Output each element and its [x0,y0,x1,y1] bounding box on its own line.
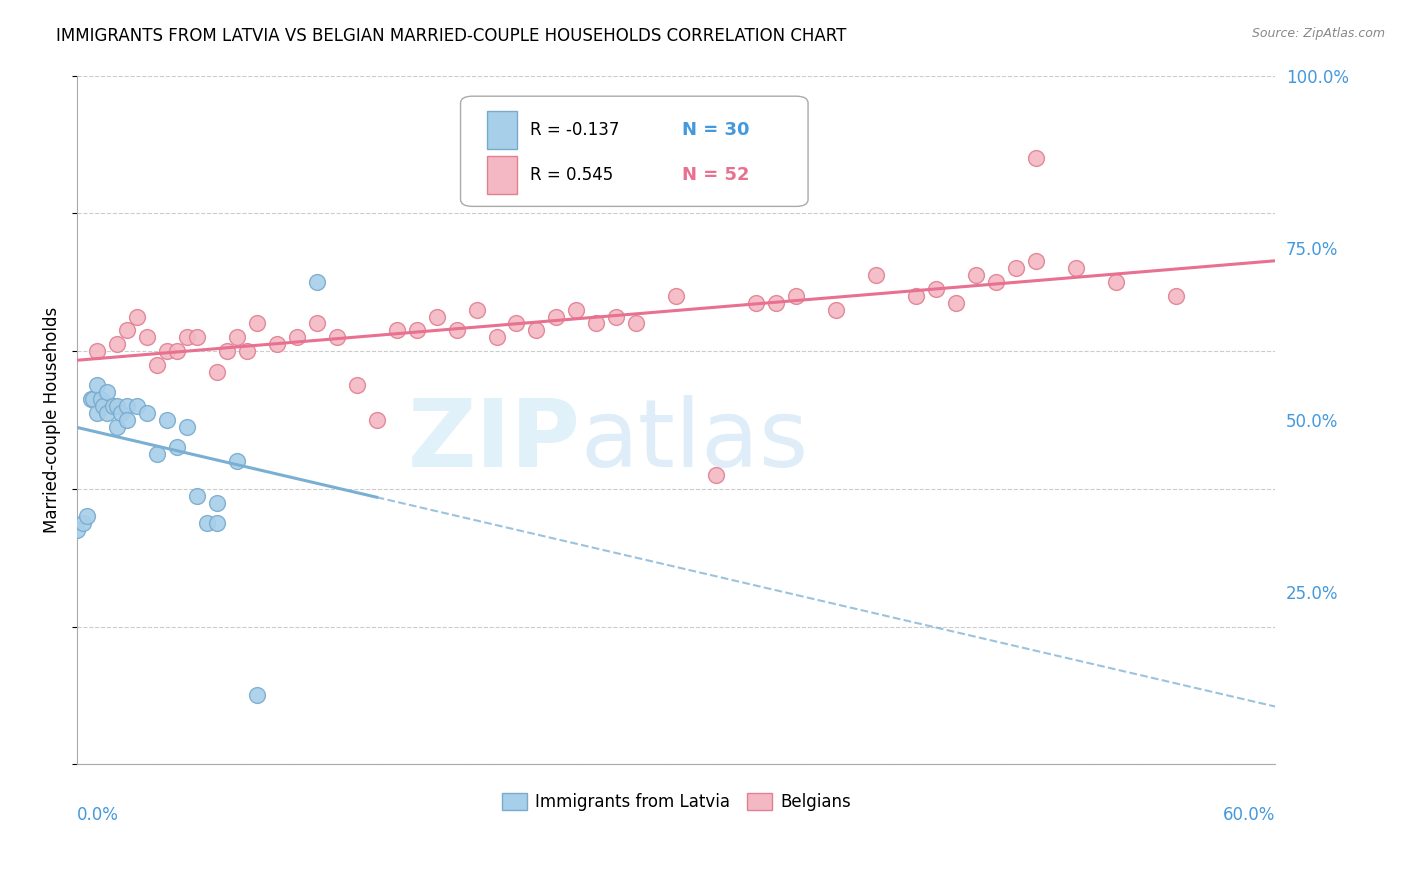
Point [105,419,128,434]
Point [626,317,648,331]
Text: atlas: atlas [581,394,808,486]
Point [546,310,568,324]
Point [146,447,169,461]
Point [115,413,138,427]
Point [965,268,987,283]
Point [66,523,89,537]
Point [176,419,198,434]
FancyBboxPatch shape [486,156,517,194]
Point [156,344,179,359]
Point [115,323,138,337]
Point [146,358,169,372]
Text: 60.0%: 60.0% [1223,805,1275,823]
FancyBboxPatch shape [461,96,808,206]
Point [195,516,218,531]
Point [325,330,347,344]
Point [865,268,887,283]
Point [86,344,108,359]
Text: IMMIGRANTS FROM LATVIA VS BELGIAN MARRIED-COUPLE HOUSEHOLDS CORRELATION CHART: IMMIGRANTS FROM LATVIA VS BELGIAN MARRIE… [56,27,846,45]
Point [136,330,159,344]
Point [82,392,104,407]
Point [305,317,328,331]
Point [205,516,228,531]
Point [446,323,468,337]
Point [505,317,527,331]
Point [96,385,118,400]
Point [86,406,108,420]
Point [485,330,508,344]
Point [125,399,148,413]
Point [156,413,179,427]
Point [215,344,238,359]
Point [96,406,118,420]
Point [925,282,948,296]
Point [225,330,247,344]
Point [176,330,198,344]
Text: ZIP: ZIP [408,394,581,486]
Point [1004,261,1026,276]
Point [465,302,488,317]
Point [665,289,688,303]
Text: R = 0.545: R = 0.545 [530,167,613,185]
Point [426,310,449,324]
Point [1025,151,1047,165]
Point [225,454,247,468]
Point [166,441,188,455]
Point [785,289,807,303]
Text: R = -0.137: R = -0.137 [530,121,620,139]
Point [105,337,128,351]
Point [585,317,607,331]
Point [205,365,228,379]
Point [125,310,148,324]
Text: N = 52: N = 52 [682,167,749,185]
Point [526,323,548,337]
Point [605,310,627,324]
Point [246,317,269,331]
Point [186,489,208,503]
Point [945,295,967,310]
Point [90,392,112,407]
Point [236,344,259,359]
Point [405,323,427,337]
Point [115,399,138,413]
Point [825,302,848,317]
Point [246,689,269,703]
Point [80,392,103,407]
Point [285,330,308,344]
Point [136,406,159,420]
Point [385,323,408,337]
Legend: Immigrants from Latvia, Belgians: Immigrants from Latvia, Belgians [495,787,858,818]
Point [1164,289,1187,303]
Point [72,516,94,531]
Point [765,295,787,310]
Text: 0.0%: 0.0% [77,805,120,823]
Point [1104,275,1126,289]
Point [904,289,927,303]
Point [186,330,208,344]
Text: Source: ZipAtlas.com: Source: ZipAtlas.com [1251,27,1385,40]
Point [101,399,124,413]
Point [745,295,768,310]
Point [76,509,98,524]
Point [305,275,328,289]
Point [346,378,368,392]
Point [366,413,388,427]
Y-axis label: Married-couple Households: Married-couple Households [44,307,60,533]
Point [565,302,588,317]
Point [110,406,132,420]
Point [86,378,108,392]
Point [1025,254,1047,268]
Point [91,399,114,413]
Point [984,275,1007,289]
Point [1064,261,1087,276]
Text: N = 30: N = 30 [682,121,749,139]
FancyBboxPatch shape [486,112,517,149]
Point [105,399,128,413]
Point [205,495,228,509]
Point [704,468,727,483]
Point [266,337,288,351]
Point [166,344,188,359]
